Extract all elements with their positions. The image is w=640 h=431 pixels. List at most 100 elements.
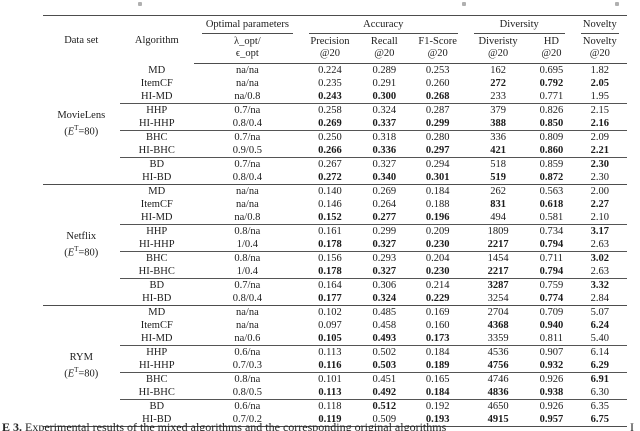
value-cell: 0.196 (425, 212, 450, 223)
params-cell: na/na (236, 199, 259, 210)
value-cell: 3.17 (572, 224, 627, 238)
group-label-accuracy: Accuracy (308, 19, 458, 34)
value-cell: 0.267 (300, 157, 360, 171)
table-row: HI-BD 0.8/0.4 0.177 0.324 0.229 3254 0.774 2.84 (43, 292, 627, 306)
value-cell: 0.101 (300, 372, 360, 386)
value-cell: 0.293 (359, 251, 410, 265)
params-cell: 0.6/na (194, 345, 301, 359)
caption-text: Experimental results of the mixed algori… (25, 420, 447, 431)
algorithm-cell: ItemCF (140, 320, 173, 331)
value-cell: 0.458 (372, 320, 397, 331)
value-cell: 0.299 (425, 118, 450, 129)
value-cell: 0.709 (530, 305, 573, 319)
value-cell: 0.258 (300, 103, 360, 117)
value-cell: 0.287 (409, 103, 466, 117)
table-row: HI-HHP 0.8/0.4 0.269 0.337 0.299 388 0.850 2.16 (43, 117, 627, 131)
value-cell: 2.15 (572, 103, 627, 117)
value-cell: 0.826 (530, 103, 573, 117)
col-header-hd: HD @20 (530, 34, 573, 64)
value-cell: 0.957 (539, 414, 564, 425)
params-cell: na/na (194, 305, 301, 319)
value-cell: 0.711 (530, 251, 573, 265)
value-cell: 2.63 (590, 239, 609, 250)
params-cell: 0.8/na (194, 372, 301, 386)
value-cell: 379 (465, 103, 531, 117)
table-row: ItemCF na/na 0.235 0.291 0.260 272 0.792 2.05 (43, 77, 627, 90)
value-cell: 0.113 (300, 345, 360, 359)
value-cell: 0.301 (425, 172, 450, 183)
params-cell: 0.8/0.4 (232, 172, 262, 183)
value-cell: 0.160 (425, 320, 450, 331)
params-cell: 1/0.4 (236, 266, 259, 277)
table-row: ItemCF na/na 0.146 0.264 0.188 831 0.618 2.27 (43, 198, 627, 211)
value-cell: 0.266 (318, 145, 342, 156)
value-cell: 0.164 (300, 278, 360, 292)
value-cell: 0.277 (372, 212, 397, 223)
value-cell: 6.35 (572, 399, 627, 413)
value-cell: 2.05 (590, 78, 609, 89)
value-cell: 1454 (465, 251, 531, 265)
algorithm-cell: HI-BHC (138, 387, 175, 398)
value-cell: 5.40 (590, 333, 609, 344)
col-group-accuracy: Accuracy (301, 16, 466, 34)
table-row: MovieLens (ET=80) MD na/na 0.224 0.289 0.253 16… (43, 64, 627, 138)
table-header: Data set Algorithm Optimal parameters Ac… (43, 16, 627, 64)
value-cell: 0.188 (425, 199, 450, 210)
value-cell: 0.250 (300, 130, 360, 144)
value-cell: 0.260 (425, 78, 450, 89)
value-cell: 1.82 (590, 65, 609, 76)
value-cell: 6.14 (572, 345, 627, 359)
value-cell: 2.63 (590, 266, 609, 277)
table-row: HI-BHC 1/0.4 0.178 0.327 0.230 2217 0.794 2.63 (43, 265, 627, 279)
cropped-text-remnant (462, 2, 466, 6)
value-cell: 0.306 (359, 278, 410, 292)
params-cell: na/0.8 (234, 91, 261, 102)
value-cell: 4756 (487, 360, 509, 371)
group-label-diversity: Diversity (473, 19, 565, 34)
value-cell: 0.872 (539, 172, 564, 183)
table-row: HI-MD na/0.8 0.152 0.277 0.196 494 0.581 2.10 (43, 211, 627, 225)
value-cell: 0.105 (318, 333, 342, 344)
table-row: BHC 0.7/na 0.250 0.318 0.280 336 0.809 2.09 (43, 130, 627, 144)
value-cell: 2704 (465, 305, 531, 319)
value-cell: 0.327 (372, 239, 397, 250)
header-sub-row: λ_opt/ ϵ_opt Precision @20 Recall @20 F1… (43, 34, 627, 64)
value-cell: 0.097 (318, 320, 342, 331)
col-header-diversity: Diveristy @20 (465, 34, 531, 64)
value-cell: 336 (465, 130, 531, 144)
value-cell: 0.214 (409, 278, 466, 292)
algorithm-cell: HI-HHP (138, 360, 175, 371)
value-cell: 0.860 (539, 145, 564, 156)
params-cell: 0.7/na (194, 103, 301, 117)
value-cell: 0.280 (409, 130, 466, 144)
params-cell: 0.7/na (194, 130, 301, 144)
value-cell: 0.850 (539, 118, 564, 129)
dataset-label: Netflix (ET=80) (43, 184, 120, 306)
table-row: HI-HHP 1/0.4 0.178 0.327 0.230 2217 0.794 2.63 (43, 238, 627, 252)
value-cell: 0.152 (318, 212, 342, 223)
value-cell: 0.324 (359, 103, 410, 117)
table-body: MovieLens (ET=80) MD na/na 0.224 0.289 0.253 16… (43, 64, 627, 427)
algorithm-cell: HI-MD (141, 91, 173, 102)
value-cell: 0.695 (539, 65, 564, 76)
value-cell: 3287 (465, 278, 531, 292)
col-header-novelty: Novelty @20 (572, 34, 627, 64)
value-cell: 0.184 (409, 345, 466, 359)
params-cell: na/na (194, 184, 301, 198)
value-cell: 2.30 (572, 157, 627, 171)
params-cell: 0.7/na (194, 157, 301, 171)
value-cell: 272 (490, 78, 506, 89)
value-cell: 0.759 (530, 278, 573, 292)
value-cell: 2217 (487, 239, 509, 250)
value-cell: 0.734 (530, 224, 573, 238)
value-cell: 0.264 (372, 199, 397, 210)
group-label-optimal: Optimal parameters (202, 19, 293, 34)
value-cell: 2.09 (572, 130, 627, 144)
value-cell: 0.492 (372, 387, 397, 398)
value-cell: 6.75 (590, 414, 609, 425)
table-row: BD 0.7/na 0.164 0.306 0.214 3287 0.759 3.32 (43, 278, 627, 292)
value-cell: 0.169 (409, 305, 466, 319)
table-row: HI-BHC 0.8/0.5 0.113 0.492 0.184 4836 0.938 6.3… (43, 386, 627, 400)
value-cell: 0.243 (318, 91, 342, 102)
